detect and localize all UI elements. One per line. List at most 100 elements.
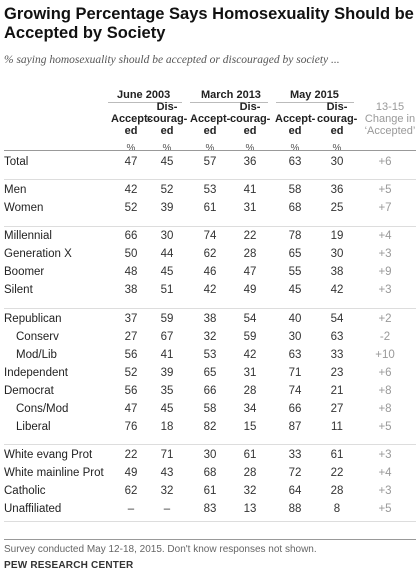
row-label: Cons/Mod bbox=[16, 403, 69, 415]
col-accepted-2015: Accept- ed bbox=[275, 113, 316, 137]
table-cell: 50 bbox=[124, 248, 138, 260]
change-cell: -2 bbox=[379, 331, 391, 343]
table-cell: 87 bbox=[288, 421, 302, 433]
table-row: Cons/Mod 47 45 58 34 66 27 +8 bbox=[0, 403, 419, 420]
table-cell: 46 bbox=[203, 266, 217, 278]
table-cell: 22 bbox=[243, 230, 257, 242]
table-cell: 39 bbox=[160, 367, 174, 379]
row-label: Millennial bbox=[4, 230, 52, 242]
table-cell: 32 bbox=[160, 485, 174, 497]
table-cell: 59 bbox=[243, 331, 257, 343]
table-row: Men 42 52 53 41 58 36 +5 bbox=[0, 184, 419, 201]
table-row: Boomer 48 45 46 47 55 38 +9 bbox=[0, 266, 419, 283]
table-cell: 33 bbox=[288, 449, 302, 461]
pct-sign: % bbox=[245, 143, 255, 154]
table-cell: 61 bbox=[203, 485, 217, 497]
table-cell: 38 bbox=[330, 266, 344, 278]
table-cell: 71 bbox=[288, 367, 302, 379]
table-cell: 45 bbox=[160, 156, 174, 168]
table-cell: 48 bbox=[124, 266, 138, 278]
table-row: Millennial 66 30 74 22 78 19 +4 bbox=[0, 230, 419, 247]
table-cell: 30 bbox=[288, 331, 302, 343]
footnote: Survey conducted May 12-18, 2015. Don't … bbox=[4, 544, 317, 555]
table-row: Conserv 27 67 32 59 30 63 -2 bbox=[0, 331, 419, 348]
table-cell: 51 bbox=[160, 284, 174, 296]
table-cell: 22 bbox=[330, 467, 344, 479]
table-cell: 67 bbox=[160, 331, 174, 343]
row-label: Conserv bbox=[16, 331, 59, 343]
table-cell: 39 bbox=[160, 202, 174, 214]
table-cell: 45 bbox=[160, 403, 174, 415]
table-cell: 45 bbox=[160, 266, 174, 278]
col-discouraged-2003: Dis- courag- ed bbox=[147, 101, 188, 137]
table-cell: 56 bbox=[124, 385, 138, 397]
pct-sign: % bbox=[205, 143, 215, 154]
change-cell: +8 bbox=[378, 385, 392, 397]
table-cell: 59 bbox=[160, 313, 174, 325]
table-cell: 58 bbox=[288, 184, 302, 196]
table-cell: 40 bbox=[288, 313, 302, 325]
table-cell: 27 bbox=[330, 403, 344, 415]
table-cell: 61 bbox=[243, 449, 257, 461]
table-cell: 19 bbox=[330, 230, 344, 242]
table-cell: 65 bbox=[288, 248, 302, 260]
row-label: Mod/Lib bbox=[16, 349, 57, 361]
table-cell: 31 bbox=[243, 367, 257, 379]
change-cell: +4 bbox=[378, 230, 392, 242]
table-cell: 53 bbox=[203, 349, 217, 361]
change-cell: +10 bbox=[375, 349, 395, 361]
table-cell: 47 bbox=[124, 403, 138, 415]
table-row: Women 52 39 61 31 68 25 +7 bbox=[0, 202, 419, 219]
table-cell: 43 bbox=[160, 467, 174, 479]
table-cell: 36 bbox=[243, 156, 257, 168]
table-cell: 32 bbox=[243, 485, 257, 497]
table-cell: 55 bbox=[288, 266, 302, 278]
period-header-2013: March 2013 bbox=[201, 89, 261, 101]
table-row: Independent 52 39 65 31 71 23 +6 bbox=[0, 367, 419, 384]
table-cell: 78 bbox=[288, 230, 302, 242]
table-cell: 74 bbox=[288, 385, 302, 397]
period-underline-2013 bbox=[190, 102, 268, 103]
table-cell: 52 bbox=[124, 367, 138, 379]
table-cell: 28 bbox=[243, 248, 257, 260]
table-cell: 53 bbox=[203, 184, 217, 196]
row-label: Men bbox=[4, 184, 27, 196]
change-cell: +9 bbox=[378, 266, 392, 278]
table-cell: 42 bbox=[124, 184, 138, 196]
table-cell: 82 bbox=[203, 421, 217, 433]
change-cell: +5 bbox=[378, 184, 392, 196]
pct-sign: % bbox=[290, 143, 300, 154]
table-cell: 44 bbox=[160, 248, 174, 260]
change-cell: +8 bbox=[378, 403, 392, 415]
row-label: Generation X bbox=[4, 248, 72, 260]
row-separator bbox=[4, 179, 416, 180]
table-row: White mainline Prot 49 43 68 28 72 22 +4 bbox=[0, 467, 419, 484]
change-cell: +3 bbox=[378, 485, 392, 497]
row-separator bbox=[4, 226, 416, 227]
table-cell: 42 bbox=[330, 284, 344, 296]
table-cell: 31 bbox=[243, 202, 257, 214]
row-label: Democrat bbox=[4, 385, 54, 397]
table-cell: 61 bbox=[330, 449, 344, 461]
table-cell: 76 bbox=[124, 421, 138, 433]
table-cell: 34 bbox=[243, 403, 257, 415]
table-cell: 52 bbox=[160, 184, 174, 196]
row-label: White evang Prot bbox=[4, 449, 93, 461]
row-label: Liberal bbox=[16, 421, 51, 433]
table-cell: 47 bbox=[243, 266, 257, 278]
change-cell: +5 bbox=[378, 421, 392, 433]
table-cell: 28 bbox=[243, 385, 257, 397]
change-cell: +3 bbox=[378, 248, 392, 260]
table-cell: 35 bbox=[160, 385, 174, 397]
table-cell: 61 bbox=[203, 202, 217, 214]
table-cell: 52 bbox=[124, 202, 138, 214]
table-cell: 65 bbox=[203, 367, 217, 379]
table-cell: 42 bbox=[203, 284, 217, 296]
table-cell: 66 bbox=[124, 230, 138, 242]
table-cell: 63 bbox=[288, 349, 302, 361]
table-cell: 30 bbox=[330, 156, 344, 168]
table-row: Republican 37 59 38 54 40 54 +2 bbox=[0, 313, 419, 330]
table-cell: 63 bbox=[330, 331, 344, 343]
table-cell: 41 bbox=[243, 184, 257, 196]
table-row: Unaffiliated – –83 13 88 8 +5 bbox=[0, 503, 419, 520]
